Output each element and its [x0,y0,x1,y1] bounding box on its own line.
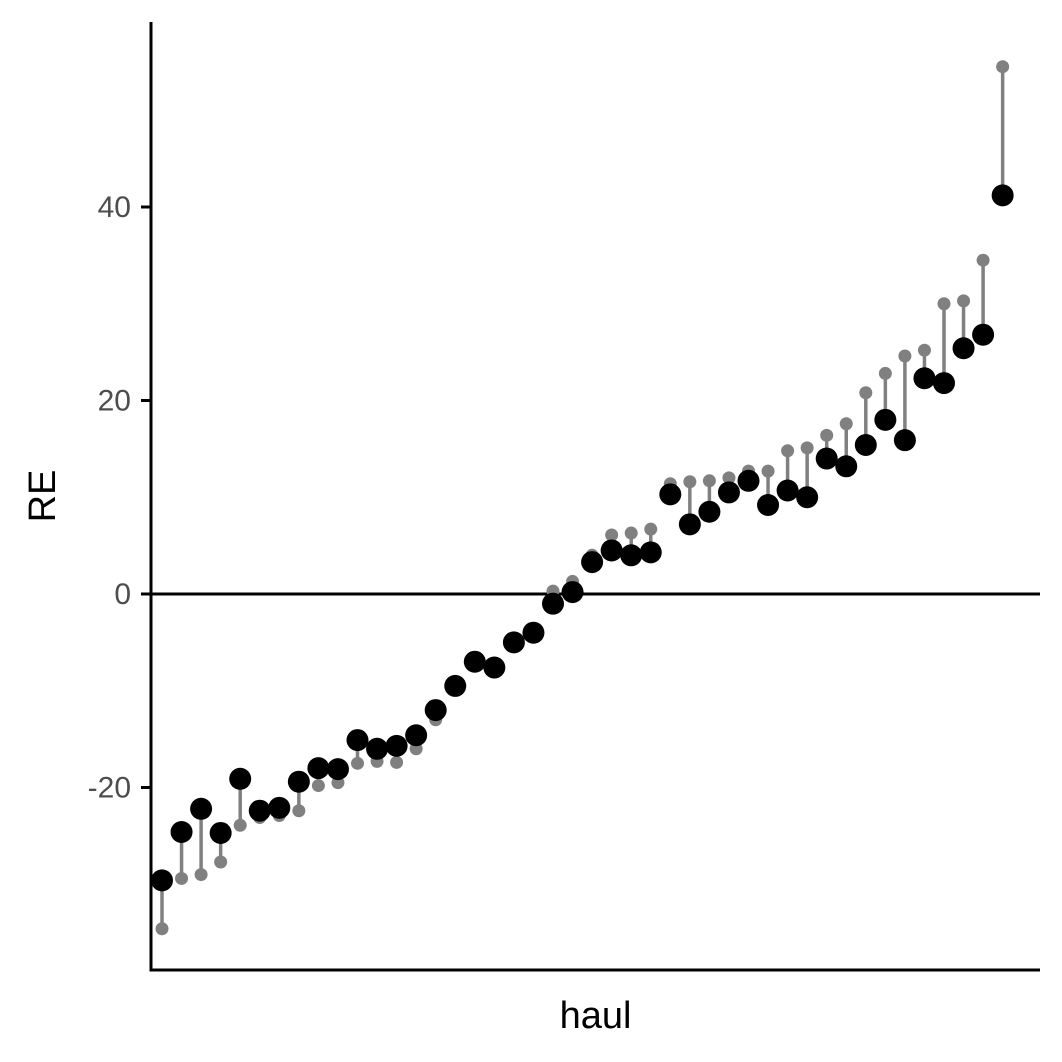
unadjusted-point [644,522,658,536]
unadjusted-point [194,868,208,882]
adjusted-point [796,486,819,509]
unadjusted-point [878,366,892,380]
adjusted-point [405,724,428,747]
adjusted-point [933,372,955,395]
unadjusted-point [898,349,912,363]
adjusted-point [678,513,701,536]
unadjusted-point [859,386,873,400]
adjusted-point [737,469,760,492]
adjusted-point [346,729,369,752]
adjusted-points-layer [151,184,1014,892]
adjusted-point [424,699,447,722]
adjusted-point [307,757,330,780]
unadjusted-point [702,474,716,488]
unadjusted-point [976,253,990,267]
adjusted-point [248,799,271,822]
adjusted-point [913,367,936,390]
unadjusted-point [605,528,619,542]
adjusted-point [776,479,799,502]
unadjusted-point [937,297,951,311]
unadjusted-point [996,60,1010,74]
adjusted-point [326,758,349,781]
unadjusted-point [683,475,697,489]
segments-layer [160,66,1005,929]
y-ticks: -20 0 20 40 [88,191,151,805]
adjusted-point [229,767,252,790]
unadjusted-point [292,804,306,818]
adjusted-point [639,541,662,564]
y-tick-label: 0 [114,578,131,611]
unadjusted-point [390,755,404,769]
unadjusted-point [722,471,736,485]
unadjusted-point [800,441,814,455]
y-tick-label: 20 [98,385,131,418]
adjusted-point [502,631,525,654]
adjusted-point [659,483,682,506]
adjusted-point [600,539,623,562]
x-axis-title: haul [560,995,632,1037]
adjusted-point [170,821,193,844]
y-tick-label: 40 [98,191,131,224]
unadjusted-point [957,294,971,308]
unadjusted-point [311,779,325,793]
unadjusted-point [155,922,169,936]
y-axis-title: RE [22,470,64,523]
adjusted-point [717,481,740,504]
unadjusted-point [839,417,853,431]
adjusted-point [698,500,721,523]
unadjusted-point [214,855,228,869]
adjusted-point [835,455,858,478]
unadjusted-point [351,756,364,770]
adjusted-point [385,734,408,757]
adjusted-point [190,797,213,820]
adjusted-point [561,581,584,604]
adjusted-point [620,544,643,567]
y-tick-label: -20 [88,772,131,805]
adjusted-point [991,184,1014,207]
adjusted-point [893,429,916,452]
adjusted-point [522,621,545,644]
unadjusted-point [781,444,795,458]
unadjusted-point [761,464,775,478]
adjusted-point [972,323,995,346]
adjusted-point [268,796,291,819]
adjusted-point [542,592,564,615]
adjusted-point [287,770,310,793]
adjusted-point [757,493,780,516]
unadjusted-point [820,428,834,442]
axes-layer: -20 0 20 40 [88,22,1040,972]
adjusted-point [483,656,506,679]
adjusted-point [366,737,389,760]
adjusted-point [209,821,232,844]
adjusted-point [952,337,975,360]
unadjusted-point [624,526,638,540]
adjusted-point [874,408,897,431]
adjusted-point [444,674,467,697]
unadjusted-point [917,343,931,357]
adjusted-point [854,434,877,457]
adjusted-point [581,551,604,574]
unadjusted-point [233,818,247,832]
adjusted-point [815,447,838,470]
adjusted-point [151,869,173,892]
adjusted-point [463,650,486,673]
unadjusted-point [175,871,189,885]
